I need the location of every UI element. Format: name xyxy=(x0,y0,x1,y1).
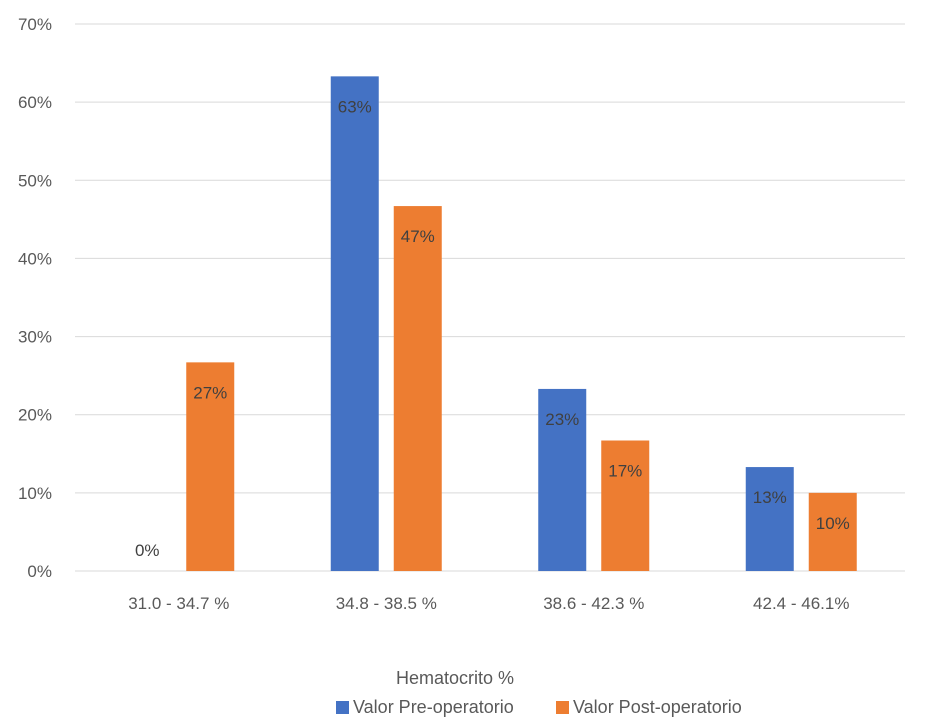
x-axis-title: Hematocrito % xyxy=(396,668,514,688)
data-label: 27% xyxy=(193,383,227,402)
x-tick-label: 31.0 - 34.7 % xyxy=(128,594,229,613)
x-tick-label: 42.4 - 46.1% xyxy=(753,594,849,613)
y-tick-label: 50% xyxy=(18,171,52,190)
y-axis-tick-labels: 0% 10% 20% 30% 40% 50% 60% 70% xyxy=(18,15,52,581)
legend-swatch xyxy=(336,701,349,714)
x-tick-label: 38.6 - 42.3 % xyxy=(543,594,644,613)
data-label: 10% xyxy=(816,514,850,533)
y-tick-label: 70% xyxy=(18,15,52,34)
bar xyxy=(745,467,794,571)
data-label: 0% xyxy=(135,541,160,560)
y-tick-label: 40% xyxy=(18,249,52,268)
legend-label: Valor Pre-operatorio xyxy=(353,697,514,717)
data-label: 63% xyxy=(338,97,372,116)
bars xyxy=(186,76,857,571)
data-label: 17% xyxy=(608,462,642,481)
y-tick-label: 0% xyxy=(27,562,52,581)
bar xyxy=(538,388,587,571)
x-tick-label: 34.8 - 38.5 % xyxy=(336,594,437,613)
data-label: 23% xyxy=(545,410,579,429)
bar xyxy=(393,206,442,571)
y-tick-label: 10% xyxy=(18,484,52,503)
legend: Valor Pre-operatorio Valor Post-operatori… xyxy=(336,697,742,717)
legend-swatch xyxy=(556,701,569,714)
bar xyxy=(808,492,857,571)
bar xyxy=(186,362,235,571)
data-label: 47% xyxy=(401,227,435,246)
bar xyxy=(330,76,379,571)
legend-label: Valor Post-operatorio xyxy=(573,697,742,717)
data-labels: 0% 27% 63% 47% 23% 17% 13% 10% xyxy=(135,97,850,560)
y-tick-label: 30% xyxy=(18,328,52,347)
y-tick-label: 60% xyxy=(18,93,52,112)
bar xyxy=(601,440,650,571)
x-axis-tick-labels: 31.0 - 34.7 % 34.8 - 38.5 % 38.6 - 42.3 % 4… xyxy=(128,594,849,613)
data-label: 13% xyxy=(753,488,787,507)
y-tick-label: 20% xyxy=(18,406,52,425)
